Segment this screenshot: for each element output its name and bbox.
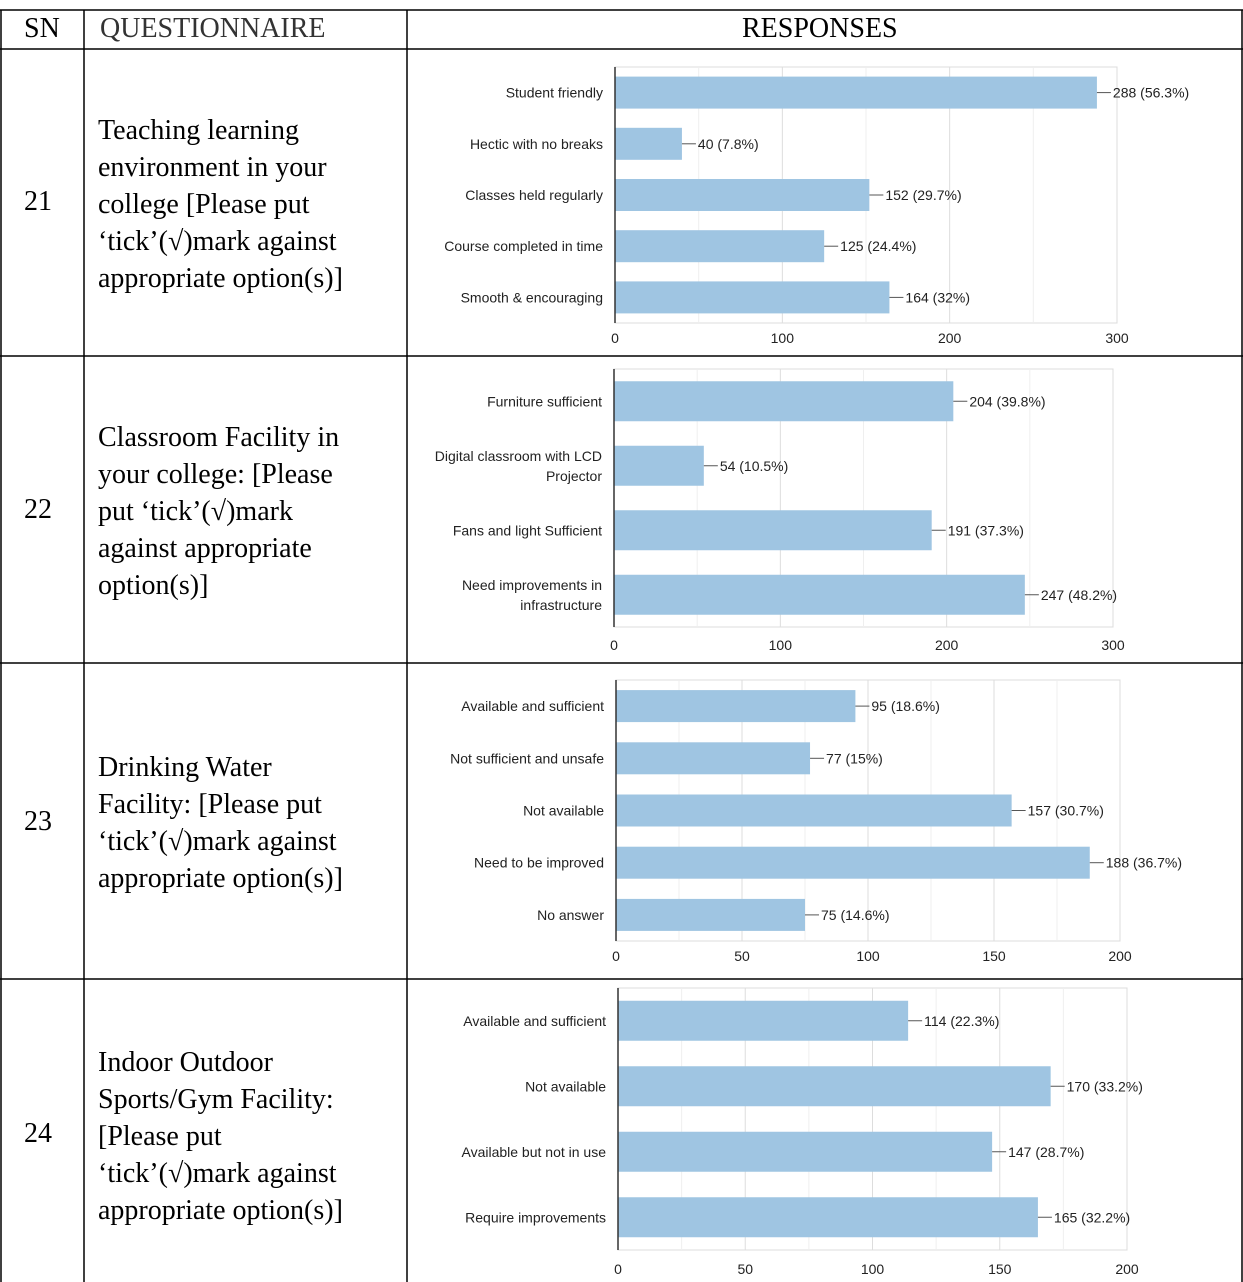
x-tick-label: 200 <box>1108 948 1132 964</box>
category-label: Available and sufficient <box>463 1013 606 1029</box>
category-label: Not sufficient and unsafe <box>450 750 604 766</box>
x-tick-label: 50 <box>737 1261 753 1277</box>
category-label: Need improvements in <box>462 577 602 593</box>
data-label: 40 (7.8%) <box>698 136 759 152</box>
bar <box>616 898 805 931</box>
bar <box>618 1066 1051 1107</box>
data-label: 77 (15%) <box>826 750 883 766</box>
x-tick-label: 300 <box>1105 330 1129 346</box>
x-tick-label: 0 <box>610 637 618 653</box>
x-tick-label: 0 <box>614 1261 622 1277</box>
x-tick-label: 100 <box>771 330 795 346</box>
category-label: Not available <box>525 1078 606 1094</box>
bar <box>616 690 856 723</box>
bar <box>618 1131 993 1172</box>
data-label: 95 (18.6%) <box>871 698 939 714</box>
row-22-sn: 22 <box>24 494 52 525</box>
bar <box>615 281 890 314</box>
data-label: 188 (36.7%) <box>1106 855 1182 871</box>
category-label: Student friendly <box>506 85 603 101</box>
data-label: 157 (30.7%) <box>1028 803 1104 819</box>
category-label: Need to be improved <box>474 855 604 871</box>
bar <box>614 381 954 422</box>
x-tick-label: 200 <box>1115 1261 1139 1277</box>
category-label: Digital classroom with LCD <box>435 448 602 464</box>
row-22-question: Classroom Facility in your college: [Ple… <box>98 422 340 601</box>
bar <box>618 1000 909 1041</box>
category-label: Not available <box>523 803 604 819</box>
category-label: infrastructure <box>520 597 602 613</box>
category-label: No answer <box>537 907 604 923</box>
data-label: 54 (10.5%) <box>720 458 788 474</box>
x-tick-label: 150 <box>988 1261 1012 1277</box>
row-24-question: Indoor Outdoor Sports/Gym Facility: [Ple… <box>98 1047 343 1226</box>
bar <box>614 574 1025 615</box>
row-23-question: Drinking Water Facility: [Please put ‘ti… <box>98 752 343 894</box>
bar <box>615 230 825 263</box>
data-label: 164 (32%) <box>905 289 970 305</box>
row-21-question: Teaching learning environment in your co… <box>98 115 343 294</box>
data-label: 288 (56.3%) <box>1113 85 1189 101</box>
bar <box>615 76 1097 109</box>
x-tick-label: 100 <box>769 637 793 653</box>
data-label: 147 (28.7%) <box>1008 1144 1084 1160</box>
category-label: Fans and light Sufficient <box>453 522 602 538</box>
bar <box>615 127 682 160</box>
data-label: 125 (24.4%) <box>840 238 916 254</box>
x-tick-label: 150 <box>982 948 1006 964</box>
bar <box>614 445 704 486</box>
data-label: 152 (29.7%) <box>885 187 961 203</box>
category-label: Projector <box>546 468 602 484</box>
row-23-sn: 23 <box>24 806 52 837</box>
data-label: 204 (39.8%) <box>969 393 1045 409</box>
data-label: 165 (32.2%) <box>1054 1209 1130 1225</box>
x-tick-label: 0 <box>611 330 619 346</box>
x-tick-label: 100 <box>861 1261 885 1277</box>
category-label: Available and sufficient <box>461 698 604 714</box>
header-responses: RESPONSES <box>742 13 898 44</box>
header-sn: SN <box>24 13 60 44</box>
category-label: Hectic with no breaks <box>470 136 603 152</box>
chart-teaching-learning: 288 (56.3%) Student friendly 40 (7.8%) Hect… <box>444 66 1189 346</box>
row-21-sn: 21 <box>24 186 52 217</box>
x-tick-label: 200 <box>935 637 959 653</box>
chart-drinking-water: 95 (18.6%) Available and sufficient 77 (15… <box>450 679 1182 964</box>
bar <box>618 1197 1038 1238</box>
category-label: Classes held regularly <box>465 187 603 203</box>
bar <box>615 179 870 211</box>
category-label: Course completed in time <box>444 238 603 254</box>
category-label: Available but not in use <box>461 1144 606 1160</box>
data-label: 170 (33.2%) <box>1067 1078 1143 1094</box>
x-tick-label: 0 <box>612 948 620 964</box>
x-tick-label: 50 <box>734 948 750 964</box>
x-tick-label: 100 <box>856 948 880 964</box>
chart-classroom-facility: 204 (39.8%) Furniture sufficient 54 (10.5%… <box>435 368 1125 653</box>
bar <box>614 510 932 551</box>
x-tick-label: 300 <box>1101 637 1125 653</box>
row-24-sn: 24 <box>24 1118 52 1149</box>
bar <box>616 846 1090 879</box>
chart-sports-gym: 114 (22.3%) Available and sufficient 170 (… <box>461 987 1143 1277</box>
data-label: 247 (48.2%) <box>1041 587 1117 603</box>
x-tick-label: 200 <box>938 330 962 346</box>
data-label: 191 (37.3%) <box>948 522 1024 538</box>
category-label: Require improvements <box>465 1209 606 1225</box>
bar <box>616 742 811 775</box>
data-label: 75 (14.6%) <box>821 907 889 923</box>
data-label: 114 (22.3%) <box>924 1013 999 1029</box>
category-label: Smooth & encouraging <box>461 289 603 305</box>
category-label: Furniture sufficient <box>487 393 602 409</box>
header-questionnaire: QUESTIONNAIRE <box>100 13 326 44</box>
bar <box>616 794 1012 827</box>
